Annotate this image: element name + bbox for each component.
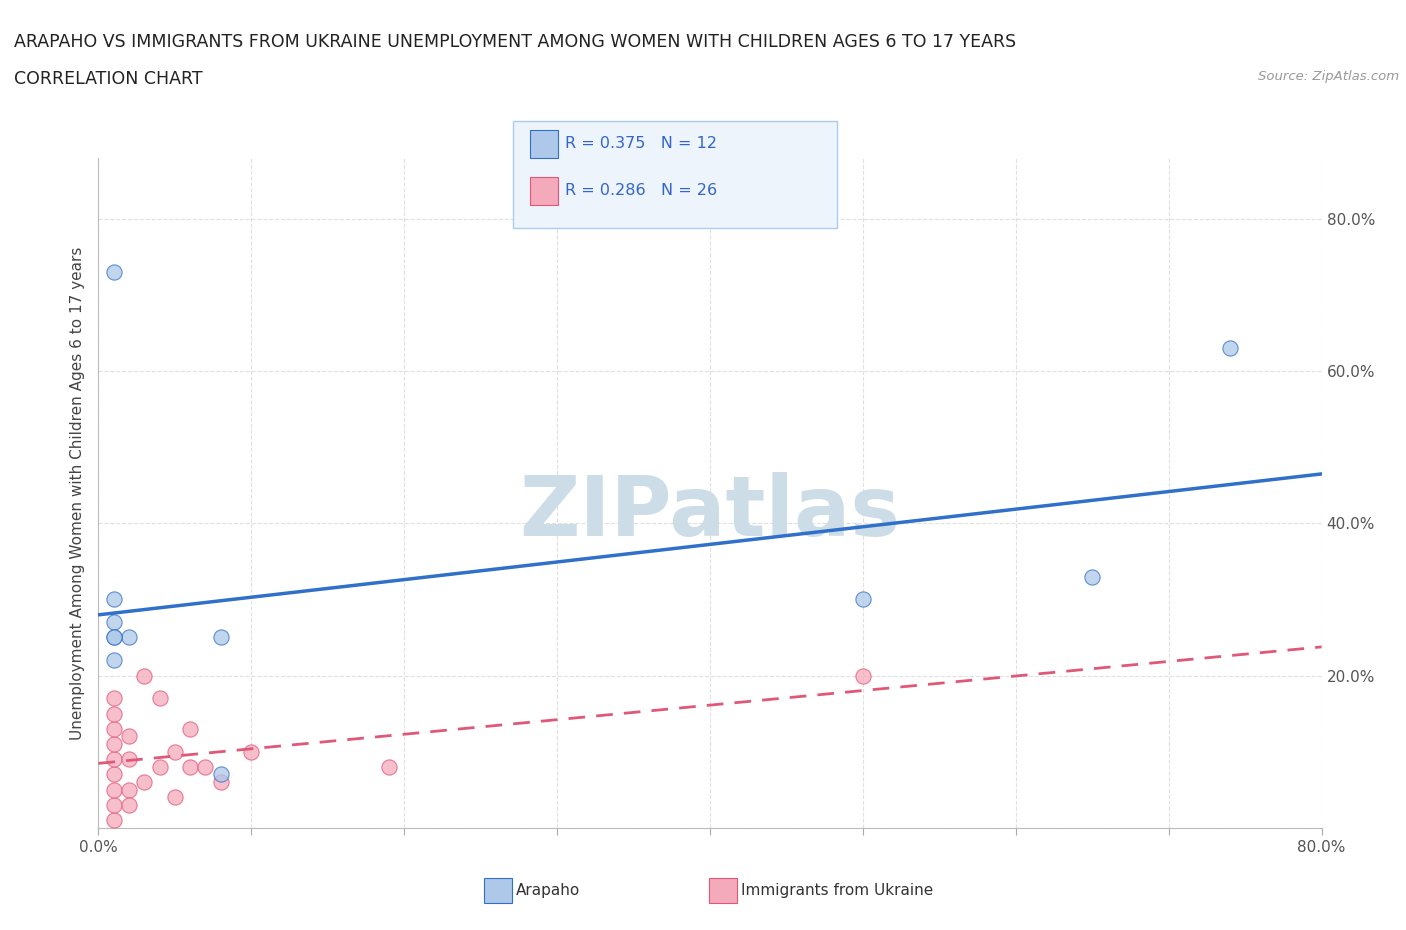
Point [179, 760, 201, 775]
Point [118, 729, 141, 744]
Point [134, 775, 156, 790]
Point [103, 265, 125, 280]
Text: Source: ZipAtlas.com: Source: ZipAtlas.com [1258, 70, 1399, 83]
Point [134, 668, 156, 683]
Point [1219, 341, 1241, 356]
Point [103, 630, 125, 644]
Point [194, 760, 217, 775]
Point [103, 737, 125, 751]
Point [103, 797, 125, 812]
Text: ZIPatlas: ZIPatlas [520, 472, 900, 553]
Text: R = 0.286   N = 26: R = 0.286 N = 26 [565, 183, 717, 198]
Point [103, 751, 125, 766]
Point [103, 782, 125, 797]
Point [103, 722, 125, 737]
Point [103, 706, 125, 721]
Point [118, 751, 141, 766]
Point [118, 630, 141, 644]
Point [209, 630, 232, 644]
Text: Immigrants from Ukraine: Immigrants from Ukraine [741, 884, 934, 898]
Point [163, 790, 186, 804]
Text: ARAPAHO VS IMMIGRANTS FROM UKRAINE UNEMPLOYMENT AMONG WOMEN WITH CHILDREN AGES 6: ARAPAHO VS IMMIGRANTS FROM UKRAINE UNEMP… [14, 33, 1017, 50]
Point [209, 767, 232, 782]
Text: R = 0.375   N = 12: R = 0.375 N = 12 [565, 137, 717, 152]
Point [103, 615, 125, 630]
Text: CORRELATION CHART: CORRELATION CHART [14, 70, 202, 87]
Point [240, 744, 263, 759]
Point [852, 592, 875, 607]
Text: Arapaho: Arapaho [516, 884, 581, 898]
Point [378, 760, 401, 775]
Point [118, 782, 141, 797]
Point [163, 744, 186, 759]
Point [149, 760, 172, 775]
Point [103, 767, 125, 782]
Point [179, 722, 201, 737]
Point [852, 668, 875, 683]
Point [103, 653, 125, 668]
Point [209, 775, 232, 790]
Point [103, 630, 125, 644]
Point [1081, 569, 1104, 584]
Y-axis label: Unemployment Among Women with Children Ages 6 to 17 years: Unemployment Among Women with Children A… [70, 246, 86, 739]
Point [103, 691, 125, 706]
Point [103, 592, 125, 607]
Point [103, 813, 125, 828]
Point [149, 691, 172, 706]
Point [118, 797, 141, 812]
